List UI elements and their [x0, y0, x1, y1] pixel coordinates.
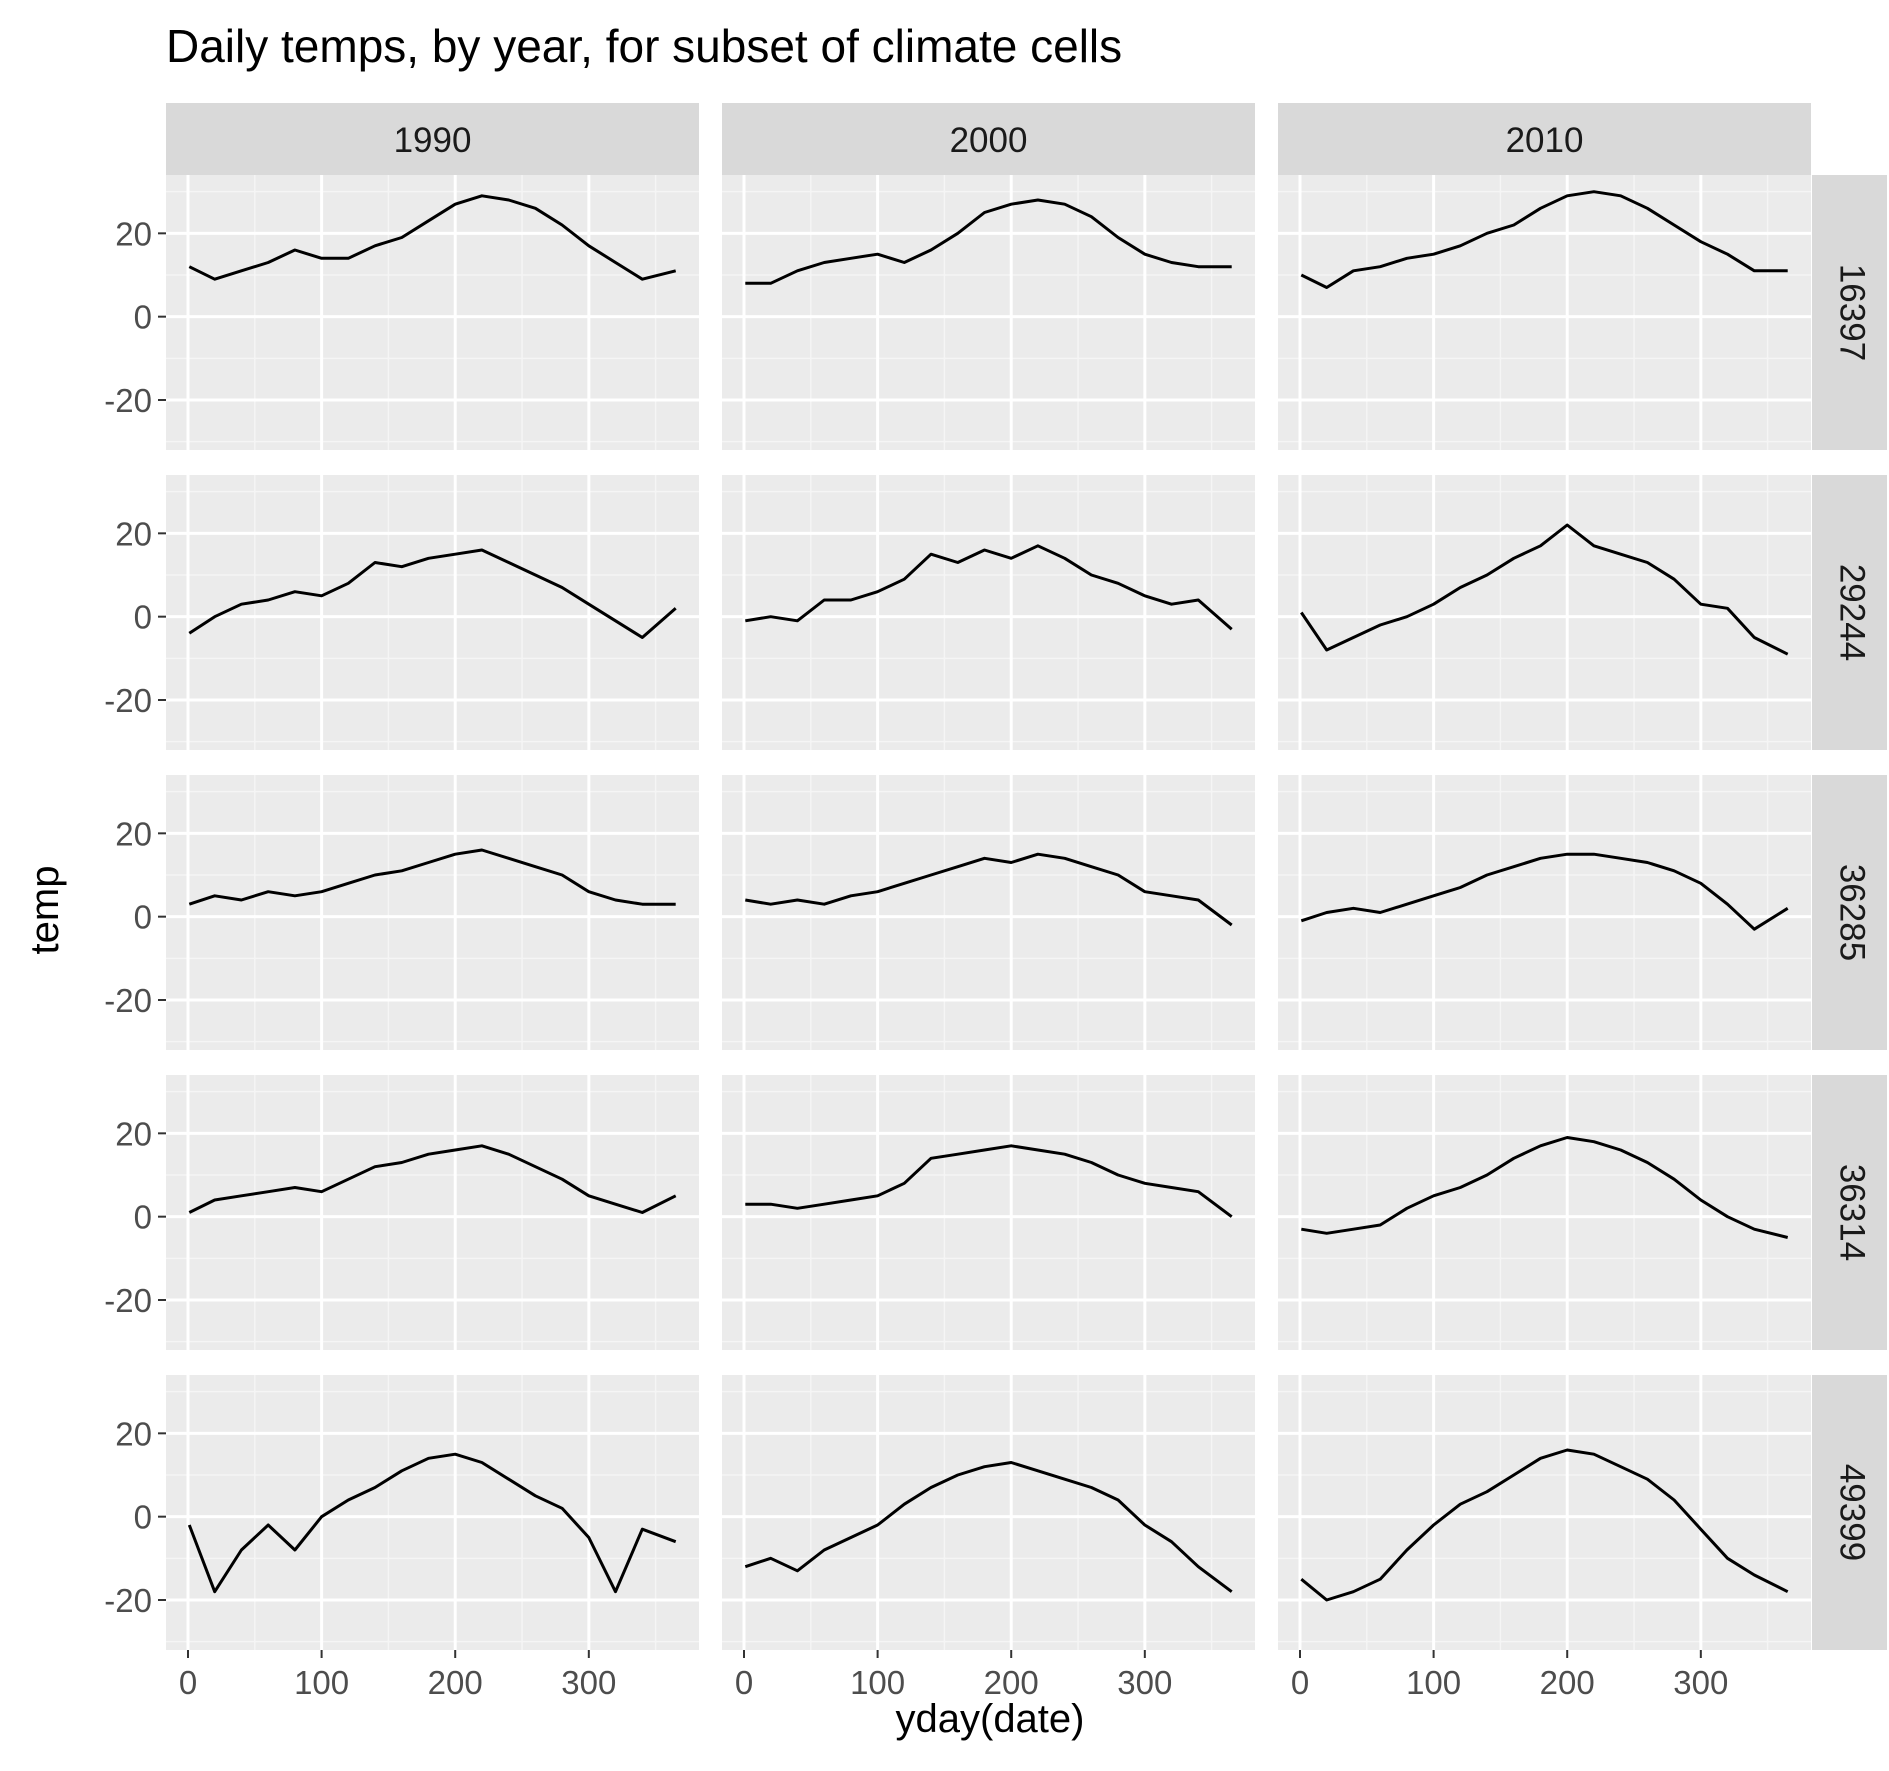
panel-36285-1990: -20 0 20 — [104, 775, 699, 1050]
chart-title: Daily temps, by year, for subset of clim… — [166, 20, 1122, 72]
panel-29244-2000 — [722, 475, 1255, 750]
row-strip-label: 49399 — [1832, 1464, 1871, 1561]
panel-background — [166, 475, 699, 750]
series-line-29244-2000 — [745, 544, 1233, 631]
x-tick-label: 0 — [1291, 1664, 1309, 1701]
series-line-29244-1990 — [188, 548, 677, 639]
series-line-29244-2010 — [1300, 523, 1789, 656]
y-tick-label: -20 — [104, 1282, 152, 1319]
row-strip-label: 16397 — [1832, 264, 1871, 361]
panel-29244-1990: -20 0 20 — [104, 475, 699, 750]
x-tick-label: 300 — [1117, 1664, 1172, 1701]
y-tick-label: 20 — [115, 515, 152, 552]
column-strip-label: 1990 — [394, 121, 472, 160]
row-strip-label: 29244 — [1832, 564, 1871, 661]
panel-background — [166, 1075, 699, 1350]
row-strip-16397 — [1812, 175, 1887, 450]
x-tick-label: 200 — [1540, 1664, 1595, 1701]
panel-29244-2010 — [1278, 475, 1811, 750]
panel-background — [722, 775, 1255, 1050]
x-tick-label: 200 — [984, 1664, 1039, 1701]
series-line-36314-2010 — [1301, 1136, 1789, 1239]
facet-grid: 1990 2000 20101639729244362853631449399-20… — [104, 103, 1887, 1701]
series-line-49399-2010 — [1300, 1448, 1789, 1602]
series-line-36314-1990 — [188, 1144, 677, 1214]
x-axis-title: yday(date) — [896, 1697, 1085, 1741]
y-tick-label: -20 — [104, 982, 152, 1019]
y-tick-label: -20 — [104, 1582, 152, 1619]
column-strip-label: 2000 — [950, 121, 1028, 160]
panel-background — [166, 1375, 699, 1650]
row-strip-label: 36314 — [1832, 1164, 1871, 1261]
column-strip-2000 — [722, 103, 1255, 175]
y-tick-label: 0 — [134, 599, 152, 636]
panel-36314-2010 — [1278, 1075, 1811, 1350]
panel-16397-1990: -20 0 20 — [104, 175, 699, 450]
panel-36314-1990: -20 0 20 — [104, 1075, 699, 1350]
y-tick-label: 0 — [134, 299, 152, 336]
x-tick-label: 200 — [428, 1664, 483, 1701]
y-axis-title: temp — [23, 866, 67, 955]
panel-background — [166, 175, 699, 450]
column-strip-2010 — [1278, 103, 1811, 175]
row-strip-49399 — [1812, 1375, 1887, 1650]
panel-16397-2000 — [722, 175, 1255, 450]
panel-background — [722, 475, 1255, 750]
panel-background — [722, 1075, 1255, 1350]
y-tick-label: 20 — [115, 815, 152, 852]
y-tick-label: 0 — [134, 1199, 152, 1236]
y-tick-label: 0 — [134, 1499, 152, 1536]
x-tick-label: 300 — [1673, 1664, 1728, 1701]
panel-background — [722, 175, 1255, 450]
y-tick-label: -20 — [104, 382, 152, 419]
series-line-36285-1990 — [188, 848, 676, 906]
panel-background — [1278, 775, 1811, 1050]
x-tick-label: 100 — [1406, 1664, 1461, 1701]
column-strip-label: 2010 — [1506, 121, 1584, 160]
panel-49399-2000: 0 100 200 300 — [722, 1375, 1255, 1701]
y-tick-label: 20 — [115, 1415, 152, 1452]
series-line-16397-1990 — [188, 194, 677, 281]
row-strip-29244 — [1812, 475, 1887, 750]
row-strip-36314 — [1812, 1075, 1887, 1350]
series-line-36285-2000 — [745, 852, 1233, 927]
x-tick-label: 100 — [294, 1664, 349, 1701]
row-strip-36285 — [1812, 775, 1887, 1050]
x-tick-label: 300 — [561, 1664, 616, 1701]
panel-49399-2010: 0 100 200 300 — [1278, 1375, 1811, 1701]
row-strip-label: 36285 — [1832, 864, 1871, 961]
series-line-16397-2010 — [1300, 190, 1788, 289]
y-tick-label: 0 — [134, 899, 152, 936]
series-line-36314-2000 — [745, 1144, 1233, 1218]
y-tick-label: -20 — [104, 682, 152, 719]
panel-background — [166, 775, 699, 1050]
x-tick-label: 0 — [179, 1664, 197, 1701]
series-line-49399-1990 — [187, 1452, 677, 1594]
panel-36285-2010 — [1278, 775, 1811, 1050]
y-tick-label: 20 — [115, 1115, 152, 1152]
panel-36285-2000 — [722, 775, 1255, 1050]
series-line-16397-2000 — [745, 198, 1232, 285]
panel-background — [1278, 175, 1811, 450]
x-tick-label: 0 — [735, 1664, 753, 1701]
panel-background — [722, 1375, 1255, 1650]
panel-16397-2010 — [1278, 175, 1811, 450]
x-tick-label: 100 — [850, 1664, 905, 1701]
column-strip-1990 — [166, 103, 699, 175]
y-tick-label: 20 — [115, 215, 152, 252]
series-line-36285-2010 — [1300, 852, 1789, 931]
panel-background — [1278, 1075, 1811, 1350]
panel-background — [1278, 1375, 1811, 1650]
series-line-49399-2000 — [744, 1461, 1233, 1593]
panel-36314-2000 — [722, 1075, 1255, 1350]
